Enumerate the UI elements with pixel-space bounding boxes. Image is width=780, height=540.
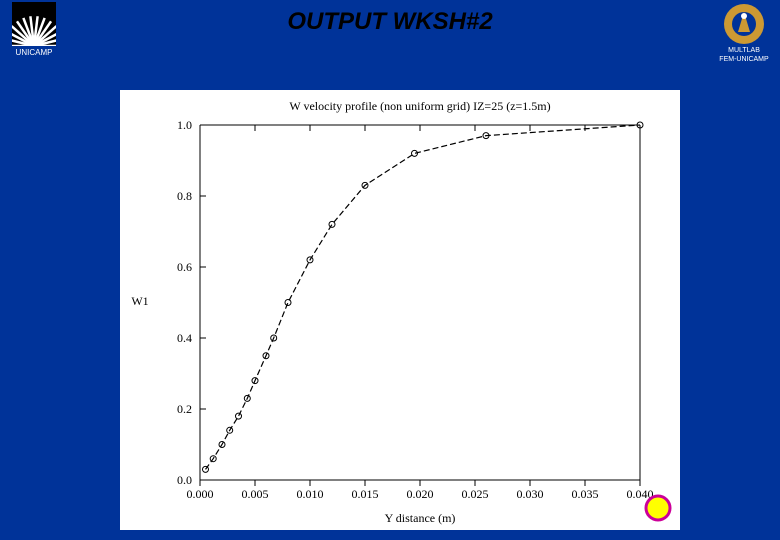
series-line [206, 125, 641, 469]
x-tick-label: 0.000 [187, 487, 214, 501]
x-tick-label: 0.005 [242, 487, 269, 501]
multlab-label-1: MULTLAB [728, 47, 760, 55]
ring-icon [722, 2, 766, 46]
x-tick-label: 0.030 [517, 487, 544, 501]
velocity-profile-chart: W velocity profile (non uniform grid) IZ… [120, 90, 680, 530]
unicamp-logo: UNICAMP [6, 2, 62, 58]
chart-container: W velocity profile (non uniform grid) IZ… [120, 90, 680, 530]
x-tick-label: 0.035 [572, 487, 599, 501]
slide-title: OUTPUT WKSH#2 [0, 8, 780, 36]
x-tick-label: 0.025 [462, 487, 489, 501]
y-tick-label: 0.8 [177, 189, 192, 203]
multlab-logo: MULTLAB FEM-UNICAMP [714, 2, 774, 63]
corner-icon [646, 496, 670, 520]
y-tick-label: 0.2 [177, 402, 192, 416]
y-tick-label: 0.0 [177, 473, 192, 487]
x-tick-label: 0.010 [297, 487, 324, 501]
y-tick-label: 0.6 [177, 260, 192, 274]
multlab-label-2: FEM-UNICAMP [719, 56, 768, 64]
y-tick-label: 1.0 [177, 118, 192, 132]
chart-title: W velocity profile (non uniform grid) IZ… [289, 99, 550, 113]
y-axis-label: W1 [131, 294, 148, 308]
x-axis-label: Y distance (m) [385, 511, 456, 525]
unicamp-label: UNICAMP [16, 48, 53, 57]
x-tick-label: 0.015 [352, 487, 379, 501]
y-tick-label: 0.4 [177, 331, 192, 345]
sunburst-icon [12, 2, 56, 46]
x-tick-label: 0.020 [407, 487, 434, 501]
series-markers [203, 122, 644, 472]
